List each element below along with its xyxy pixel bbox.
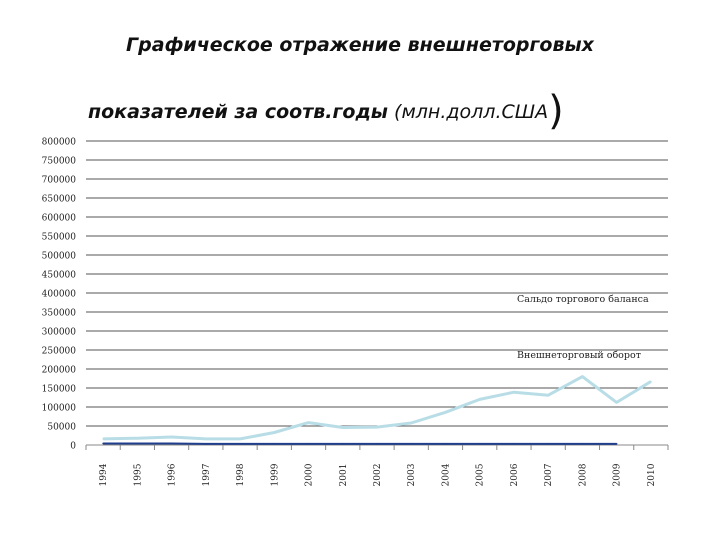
data-point-turnover (410, 422, 413, 424)
data-point-turnover (513, 391, 515, 393)
series-lines (102, 375, 652, 445)
x-tick-label: 2005 (476, 463, 486, 486)
x-tick-label: 1996 (168, 463, 178, 486)
data-point-turnover (136, 437, 139, 439)
data-point-balance (547, 443, 549, 445)
x-tick-label: 1997 (202, 463, 212, 486)
x-tick-label: 1995 (133, 463, 143, 486)
data-point-turnover (650, 380, 652, 383)
data-point-turnover (239, 438, 241, 440)
data-point-balance (239, 443, 241, 445)
chart-title-bold-part: показателей за соотв.годы (88, 101, 388, 123)
x-tick-label: 1994 (99, 463, 109, 486)
x-tick-label: 2000 (305, 463, 315, 486)
x-tick-label: 2006 (510, 463, 520, 486)
y-tick-label: 100000 (42, 404, 77, 414)
x-tick-label: 2003 (407, 463, 417, 486)
legend-turnover-label: Внешнеторговый оборот (517, 350, 641, 361)
data-point-balance (376, 443, 378, 445)
data-point-turnover (205, 438, 207, 440)
x-tick-label: 2004 (441, 463, 451, 486)
data-point-balance (615, 443, 618, 445)
y-tick-label: 350000 (42, 309, 77, 319)
data-point-balance (581, 443, 584, 445)
y-axis-ticks: 0 50000 100000 150000 200000 250000 300000 3500… (42, 138, 77, 452)
data-point-turnover (547, 394, 549, 397)
data-point-turnover (581, 375, 584, 378)
data-point-turnover (478, 398, 481, 401)
y-tick-label: 150000 (42, 385, 77, 395)
x-tick-label: 1998 (236, 463, 246, 486)
chart-title-line-2: показателей за соотв.годы (млн.долл.США) (88, 82, 564, 134)
y-tick-label: 650000 (42, 195, 77, 205)
data-point-balance (410, 443, 413, 445)
data-point-turnover (273, 431, 276, 434)
data-point-balance (513, 443, 515, 445)
data-point-balance (444, 443, 447, 445)
data-point-balance (170, 442, 173, 445)
data-point-turnover (376, 426, 378, 428)
x-tick-label: 2008 (578, 463, 588, 486)
x-tick-label: 1999 (270, 463, 280, 486)
y-tick-label: 800000 (42, 138, 77, 148)
y-tick-label: 700000 (42, 176, 77, 186)
data-point-balance (478, 443, 481, 445)
y-tick-label: 500000 (42, 252, 77, 262)
legend-balance-label: Сальдо торгового баланса (517, 294, 649, 305)
chart-title-line-1: Графическое отражение внешнеторговых (126, 34, 594, 56)
data-point-turnover (170, 436, 173, 438)
y-tick-label: 250000 (42, 347, 77, 357)
data-point-balance (205, 443, 207, 445)
data-point-turnover (444, 411, 447, 414)
y-tick-label: 450000 (42, 271, 77, 281)
y-tick-label: 750000 (42, 157, 77, 167)
data-point-turnover (102, 438, 104, 440)
x-tick-label: 2007 (544, 463, 554, 486)
x-tick-label: 2009 (613, 463, 623, 486)
y-tick-label: 0 (70, 442, 76, 452)
data-point-balance (273, 443, 276, 445)
data-point-turnover (307, 421, 310, 424)
series-line-turnover (103, 375, 652, 441)
grid-lines (86, 140, 668, 446)
y-tick-label: 300000 (42, 328, 77, 338)
x-axis-ticks: 1994 1995 1996 1997 1998 1999 2000 2001 2002 2003… (85, 445, 669, 487)
data-point-balance (341, 443, 344, 445)
y-tick-label: 550000 (42, 233, 77, 243)
data-point-balance (136, 442, 139, 445)
data-point-turnover (615, 401, 618, 404)
y-tick-label: 400000 (42, 290, 77, 300)
y-tick-label: 200000 (42, 366, 77, 376)
y-tick-label: 600000 (42, 214, 77, 224)
data-point-balance (307, 443, 310, 445)
chart-title-unit: (млн.долл.США (388, 101, 549, 123)
y-tick-label: 50000 (47, 423, 76, 433)
x-tick-label: 2001 (339, 464, 349, 487)
x-tick-label: 2002 (373, 464, 383, 487)
x-tick-label: 2010 (647, 463, 657, 486)
data-point-balance (102, 442, 104, 445)
data-point-turnover (341, 426, 344, 429)
chart-title-paren: ) (548, 88, 564, 134)
